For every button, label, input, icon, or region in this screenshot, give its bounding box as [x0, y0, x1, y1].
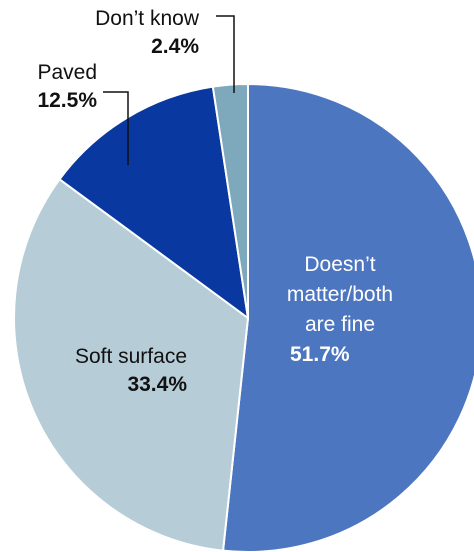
slice-value-label: 2.4%: [151, 35, 199, 58]
slice-label-text: Doesn’t: [304, 253, 375, 276]
slice-label-text: Soft surface: [75, 345, 187, 368]
slice-label-text: Paved: [37, 61, 97, 84]
slice-label-paved: Paved 12.5%: [37, 61, 97, 112]
pie-slice-paved: [58, 85, 249, 319]
pie-slice-don-t-know: [211, 83, 249, 319]
slice-label-text: are fine: [305, 313, 375, 336]
slice-label-text: matter/both: [287, 283, 393, 306]
slice-label-text: Don’t know: [95, 7, 200, 30]
pie-slice-doesn-t-matter-both-are-fine: [222, 83, 474, 552]
slice-label-doesn-t-matter-both-are-fine: Doesn’t matter/both are fine 51.7%: [287, 253, 393, 366]
slice-value-label: 33.4%: [127, 373, 187, 396]
leader-line-don-t-know: [216, 15, 235, 93]
slice-label-don-t-know: Don’t know 2.4%: [95, 7, 200, 58]
slice-value-label: 51.7%: [290, 343, 350, 366]
slice-label-soft-surface: Soft surface 33.4%: [75, 345, 187, 396]
slice-value-label: 12.5%: [37, 89, 97, 112]
leader-line-paved: [103, 91, 129, 165]
slices-group: [13, 83, 474, 552]
pie-slice-soft-surface: [13, 178, 249, 552]
